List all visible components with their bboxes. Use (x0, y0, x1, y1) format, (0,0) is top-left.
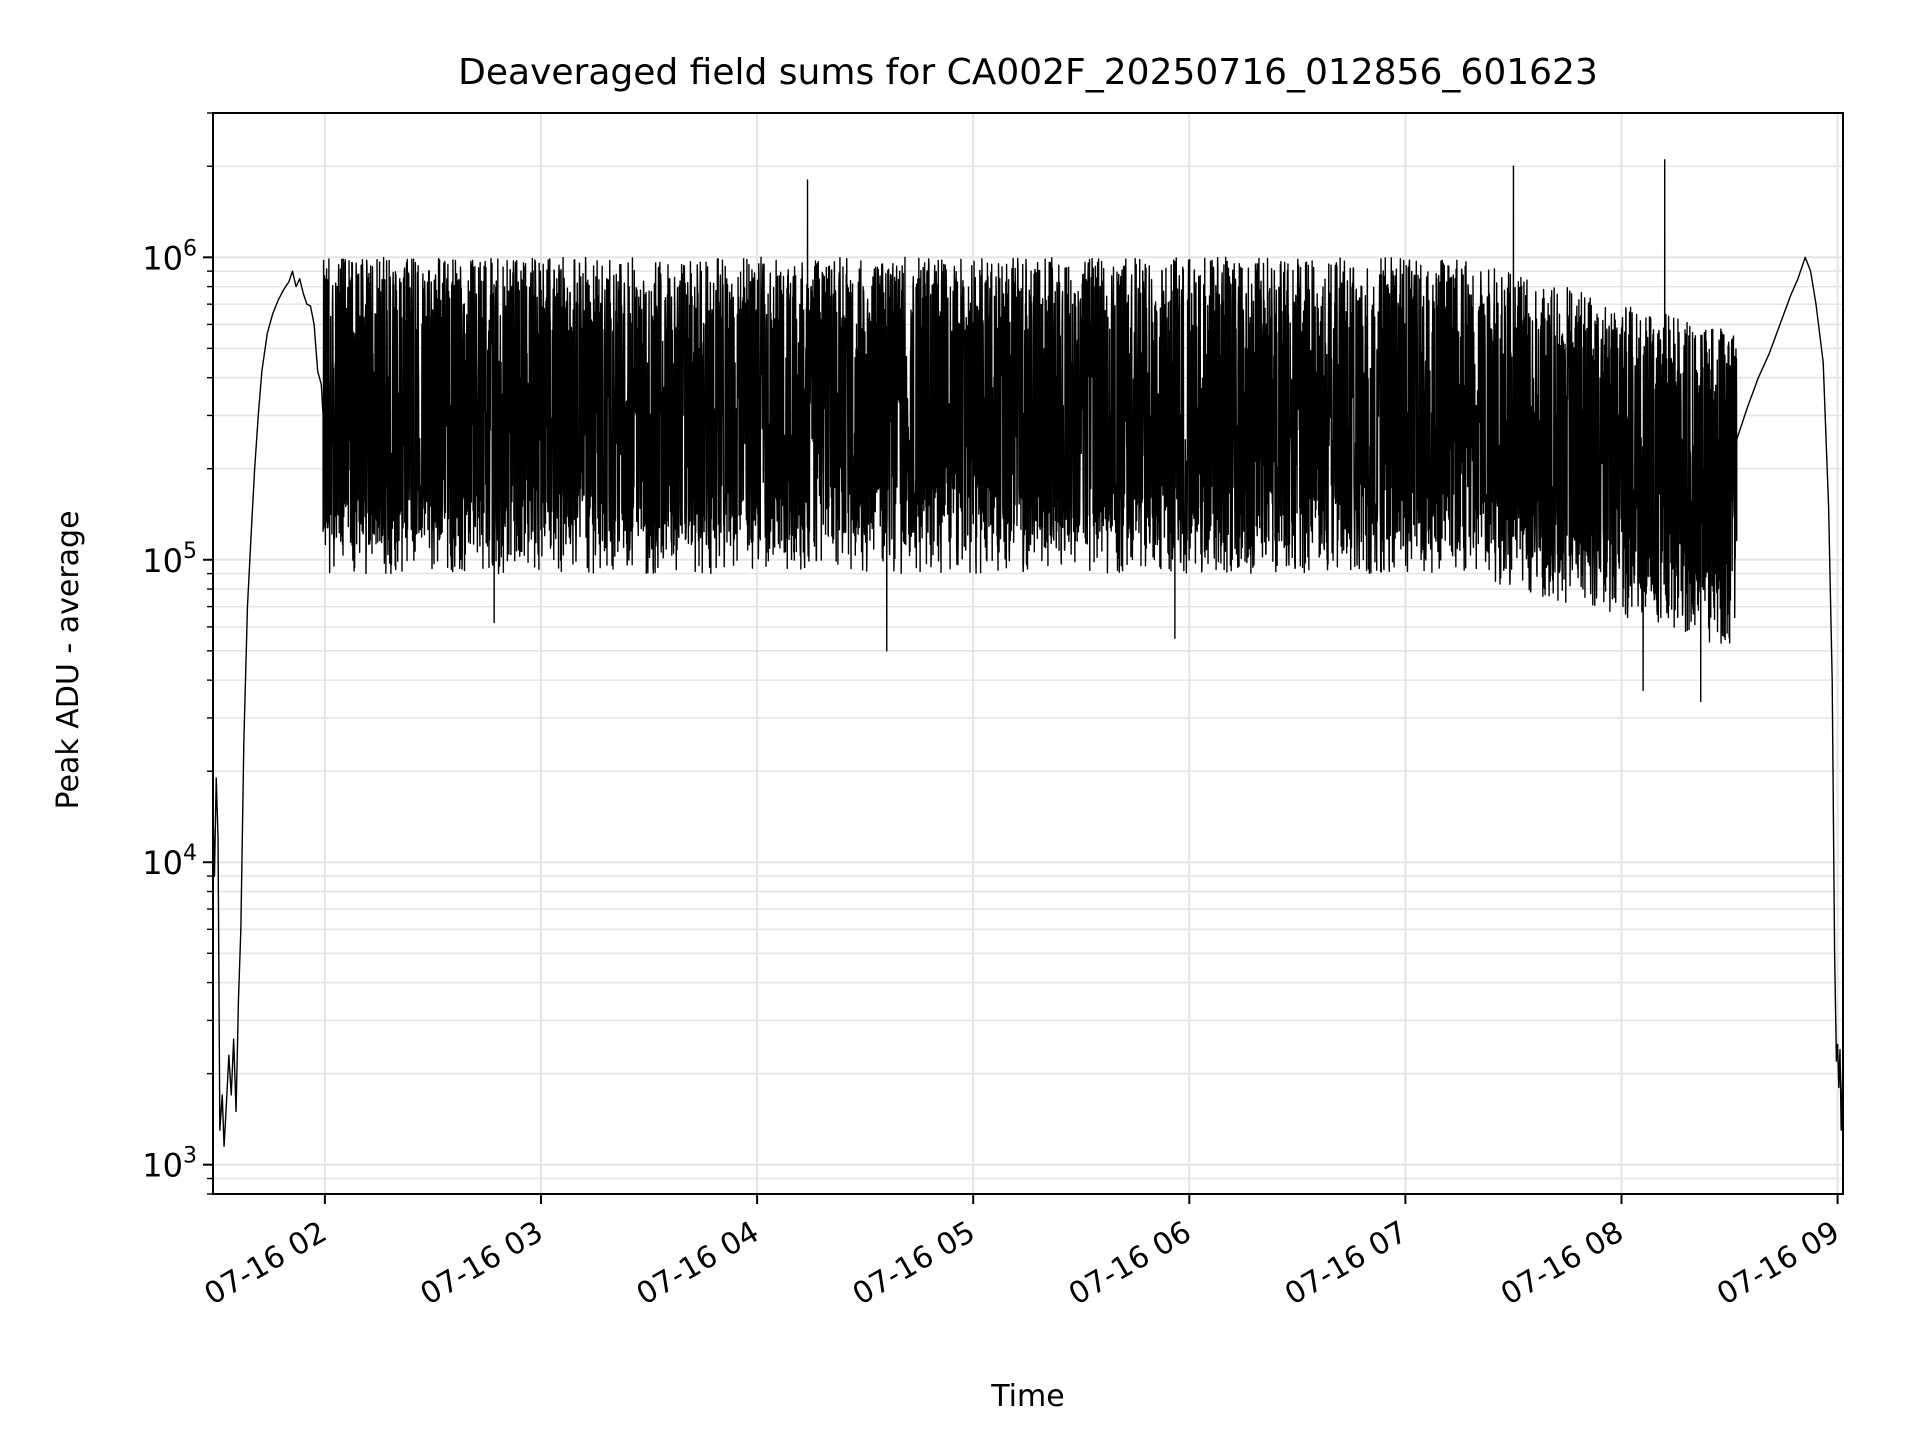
x-tick-label: 07-16 06 (1063, 1215, 1197, 1313)
chart-title: Deaveraged field sums for CA002F_2025071… (458, 52, 1598, 93)
x-tick-label: 07-16 08 (1495, 1215, 1629, 1313)
x-tick-label: 07-16 05 (847, 1215, 981, 1313)
x-tick-label: 07-16 03 (415, 1215, 549, 1313)
y-tick-label: 105 (142, 539, 197, 580)
y-ticks: 103 104 105 106 (142, 112, 213, 1195)
x-tick-label: 07-16 09 (1711, 1215, 1845, 1313)
y-tick-label: 103 (142, 1144, 197, 1185)
x-tick-label: 07-16 04 (631, 1215, 765, 1313)
plot-frame (212, 112, 1844, 1195)
x-axis-label: Time (990, 1379, 1064, 1414)
y-tick-label: 104 (142, 841, 197, 882)
series-layer (212, 159, 1844, 1148)
x-tick-label: 07-16 07 (1279, 1215, 1413, 1313)
x-tick-label: 07-16 02 (199, 1215, 333, 1313)
y-tick-label: 106 (142, 236, 197, 277)
grid (213, 112, 1843, 1195)
series-line (212, 159, 1844, 1148)
y-axis-label: Peak ADU - average (51, 510, 86, 809)
x-ticks: 07-16 02 07-16 03 07-16 04 07-16 05 07-16 06… (199, 1194, 1846, 1312)
